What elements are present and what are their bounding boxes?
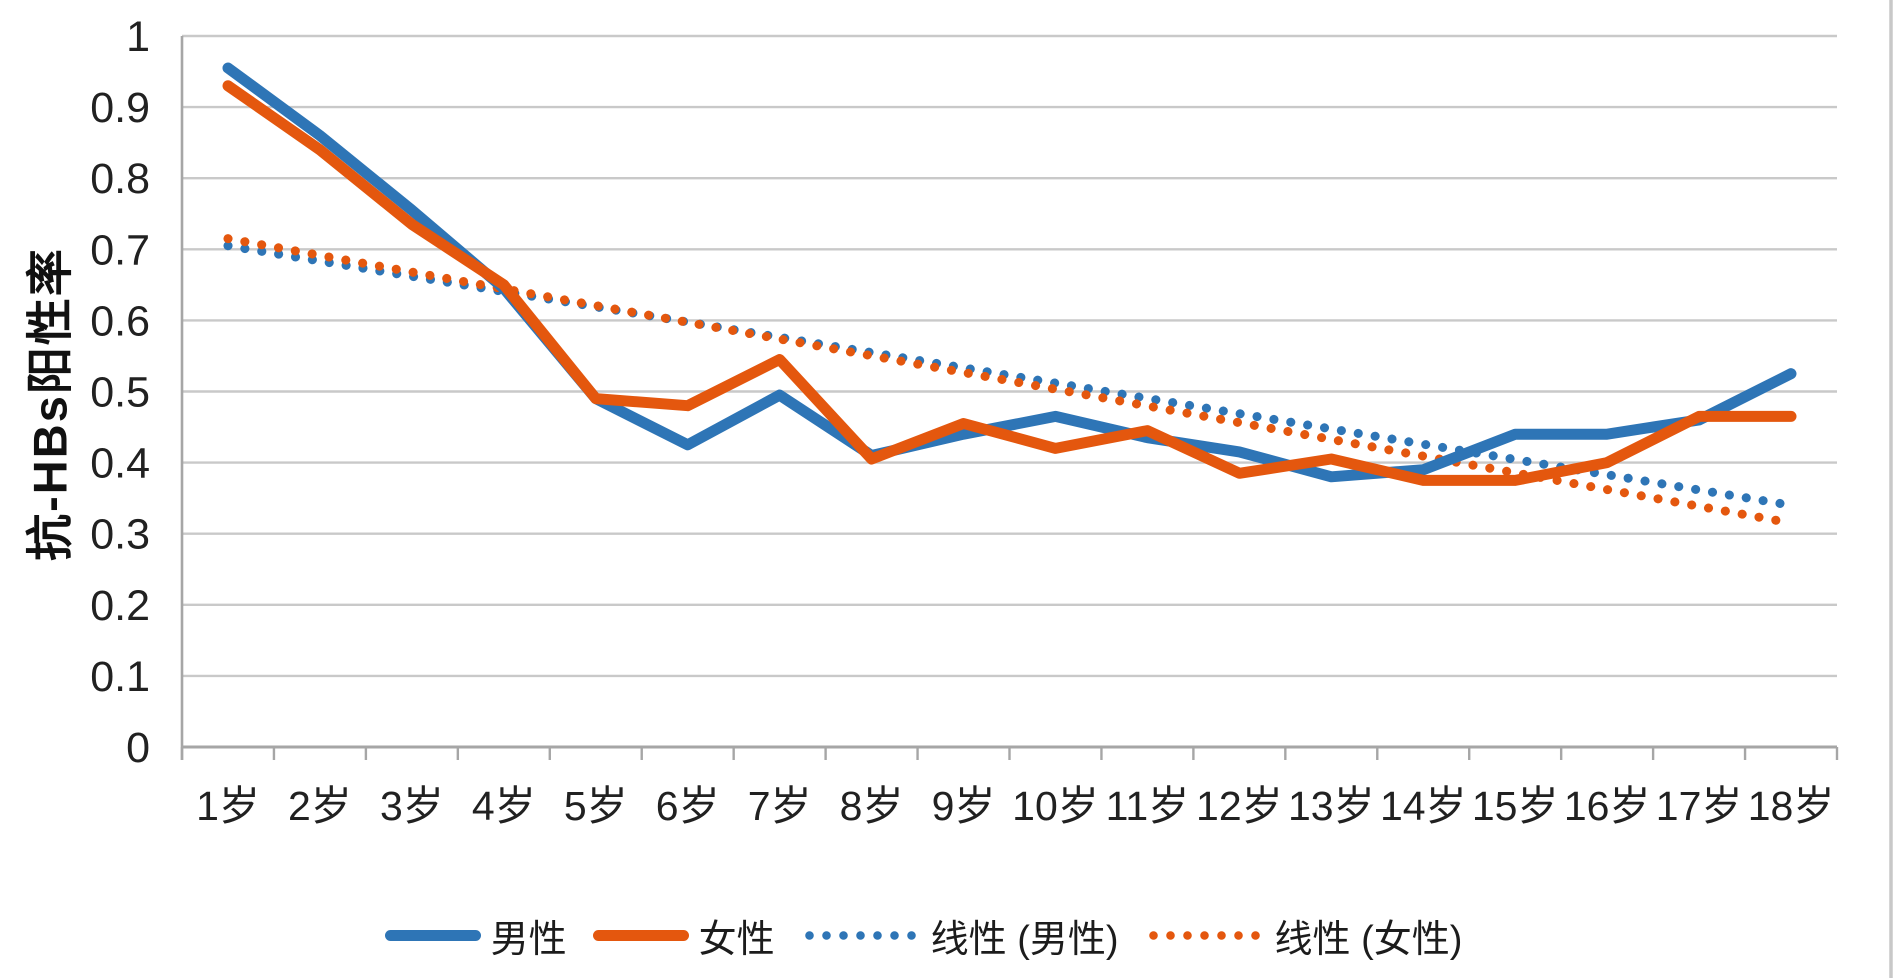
female-trendline	[223, 234, 1796, 528]
male-line-swatch	[384, 929, 481, 941]
x-tick-label: 17岁	[1656, 783, 1743, 829]
x-tick-label: 2岁	[288, 783, 352, 829]
x-tick-label: 14岁	[1380, 783, 1467, 829]
legend-item-female-trend[interactable]: 线性 (女性)	[1144, 908, 1463, 963]
x-tick-label: 13岁	[1288, 783, 1375, 829]
y-tick-label: 0.4	[90, 440, 150, 488]
legend-label-female-trend: 线性 (女性)	[1274, 918, 1463, 961]
x-tick-label: 16岁	[1564, 783, 1651, 829]
legend-label-female: 女性	[698, 918, 775, 961]
y-tick-label: 0.8	[90, 155, 150, 203]
y-tick-label: 0.3	[90, 511, 150, 559]
male-trendline	[223, 241, 1796, 510]
male-trendline-swatch	[800, 930, 921, 940]
x-tick-label: 15岁	[1472, 783, 1559, 829]
x-tick-label: 7岁	[748, 783, 812, 829]
y-tick-label: 0.2	[90, 582, 150, 630]
chart-legend: 男性 女性 线性 (男性) 线性 (女性)	[0, 899, 1847, 971]
y-tick-label: 0.7	[90, 226, 150, 274]
legend-item-male-trend[interactable]: 线性 (男性)	[800, 908, 1119, 963]
legend-item-female[interactable]: 女性	[592, 908, 775, 963]
x-tick-label: 9岁	[932, 783, 996, 829]
x-tick-label: 1岁	[196, 783, 260, 829]
x-tick-label: 4岁	[472, 783, 536, 829]
y-tick-label: 0	[126, 724, 150, 772]
male-line	[222, 62, 1797, 483]
y-tick-label: 0.5	[90, 369, 150, 417]
legend-item-male[interactable]: 男性	[384, 908, 567, 963]
female-line	[222, 80, 1797, 486]
x-tick-label: 18岁	[1748, 783, 1835, 829]
y-tick-label: 1	[126, 13, 150, 61]
x-tick-label: 12岁	[1196, 783, 1283, 829]
female-trendline-swatch	[1144, 930, 1265, 940]
x-tick-label: 5岁	[564, 783, 628, 829]
female-line-swatch	[592, 929, 689, 941]
y-tick-label: 0.9	[90, 84, 150, 132]
legend-label-male: 男性	[490, 918, 567, 961]
y-tick-label: 0.6	[90, 297, 150, 345]
x-tick-label: 11岁	[1106, 783, 1190, 829]
y-axis-title: 抗-HBs阳性率	[23, 247, 77, 561]
x-tick-label: 10岁	[1012, 783, 1099, 829]
x-tick-label: 3岁	[380, 783, 444, 829]
x-tick-label: 8岁	[840, 783, 904, 829]
y-tick-label: 0.1	[90, 653, 150, 701]
x-tick-label: 6岁	[656, 783, 720, 829]
legend-label-male-trend: 线性 (男性)	[930, 918, 1119, 961]
